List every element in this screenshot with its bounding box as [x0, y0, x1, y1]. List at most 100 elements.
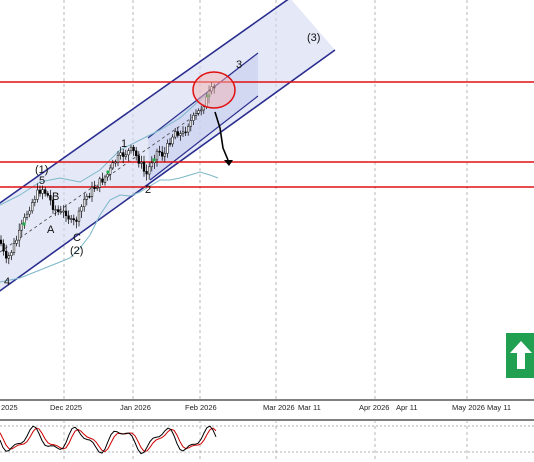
candle-body	[106, 174, 109, 178]
x-tick-label: Apr 2026	[359, 403, 389, 412]
candle-body	[70, 218, 73, 220]
candle-body	[184, 131, 187, 134]
projection-arrow-head	[224, 160, 233, 166]
wave-label: 2	[145, 184, 151, 196]
candle-body	[132, 146, 135, 152]
candle-body	[163, 153, 166, 157]
candle-body	[54, 209, 57, 211]
wave-label: 3	[236, 59, 242, 71]
candle-body	[103, 176, 107, 183]
candle-body	[90, 186, 94, 197]
candle-body	[174, 131, 177, 138]
buy-arrow-button[interactable]	[506, 333, 534, 378]
candle-body	[7, 255, 10, 259]
inner-channel-lower	[149, 95, 259, 181]
candle-body	[72, 218, 75, 221]
candle-body	[93, 186, 96, 189]
candle-body	[77, 210, 81, 222]
x-tick-label: Jan 2026	[120, 403, 151, 412]
candle-body	[189, 120, 192, 127]
candle-body	[20, 223, 23, 231]
candle-body	[179, 133, 182, 136]
candle-body	[51, 199, 55, 210]
x-tick-label: Feb 2026	[185, 403, 217, 412]
channel-lower-line	[0, 49, 336, 292]
candle-body	[142, 161, 146, 172]
candle-body	[59, 211, 62, 213]
candle-body	[49, 195, 52, 201]
signal-marker	[106, 170, 110, 174]
wave-label: 5	[39, 175, 45, 187]
wave-label: (2)	[70, 245, 83, 257]
candle-body	[96, 187, 99, 189]
candle-body	[75, 219, 78, 222]
x-tick-label: May 11	[487, 403, 511, 412]
candle-body	[80, 206, 83, 212]
candle-body	[83, 199, 86, 207]
x-axis-ticks: 2025 Dec 2025 Jan 2026 Feb 2026 Mar 2026…	[1, 403, 511, 412]
candle-body	[41, 189, 44, 194]
candle-body	[168, 143, 172, 145]
candle-body	[148, 166, 151, 175]
up-arrow-icon	[510, 341, 532, 369]
candle-body	[150, 162, 153, 168]
wave-label: (3)	[307, 32, 320, 44]
candle-body	[176, 131, 179, 136]
candle-body	[88, 196, 91, 198]
candle-body	[124, 154, 127, 157]
candle-body	[31, 202, 34, 212]
candle-body	[202, 106, 205, 111]
x-tick-label: Dec 2025	[50, 403, 82, 412]
candle-body	[101, 178, 104, 183]
candle-body	[137, 155, 140, 164]
x-tick-label: Mar 11	[298, 403, 321, 412]
x-tick-label: May 2026	[452, 403, 485, 412]
candle-body	[166, 143, 169, 154]
candle-body	[122, 152, 125, 157]
oscillator-panel	[0, 419, 534, 462]
wave-label: (1)	[35, 164, 48, 176]
wave-label: C	[73, 232, 81, 244]
candle-body	[85, 196, 88, 200]
channel-upper-line	[0, 0, 289, 204]
candle-body	[18, 229, 21, 241]
candle-body	[197, 110, 200, 114]
candle-body	[0, 239, 3, 244]
wave-label: A	[47, 224, 55, 236]
candle-body	[64, 210, 68, 216]
candle-body	[171, 136, 174, 145]
candle-body	[25, 213, 29, 218]
candle-body	[109, 167, 112, 175]
candle-body	[33, 199, 36, 203]
candle-body	[38, 189, 42, 194]
wave-label: 4	[4, 276, 10, 288]
candle-body	[192, 115, 195, 121]
band-upper	[0, 87, 216, 206]
x-tick-label: 2025	[1, 403, 18, 412]
candle-body	[44, 189, 47, 194]
x-tick-label: Apr 11	[396, 403, 418, 412]
candle-body	[129, 146, 133, 151]
candle-body	[194, 113, 198, 116]
candle-body	[36, 189, 39, 200]
candle-body	[67, 215, 70, 220]
candle-body	[158, 150, 161, 153]
candle-body	[155, 150, 159, 161]
candle-body	[28, 210, 31, 215]
candle-body	[15, 239, 18, 244]
oscillator-main-line	[0, 425, 217, 455]
candle-body	[12, 243, 16, 253]
wave-label: 1	[121, 138, 127, 150]
candle-body	[140, 161, 143, 164]
candle-body	[62, 210, 65, 213]
candle-body	[135, 150, 138, 157]
candle-body	[2, 243, 5, 252]
candle-body	[145, 171, 148, 175]
signal-marker	[152, 158, 156, 162]
x-tick-label: Mar 2026	[263, 403, 295, 412]
candle-body	[116, 155, 120, 163]
candle-body	[127, 150, 130, 156]
top-highlight-circle	[192, 71, 236, 109]
candles	[0, 81, 216, 265]
